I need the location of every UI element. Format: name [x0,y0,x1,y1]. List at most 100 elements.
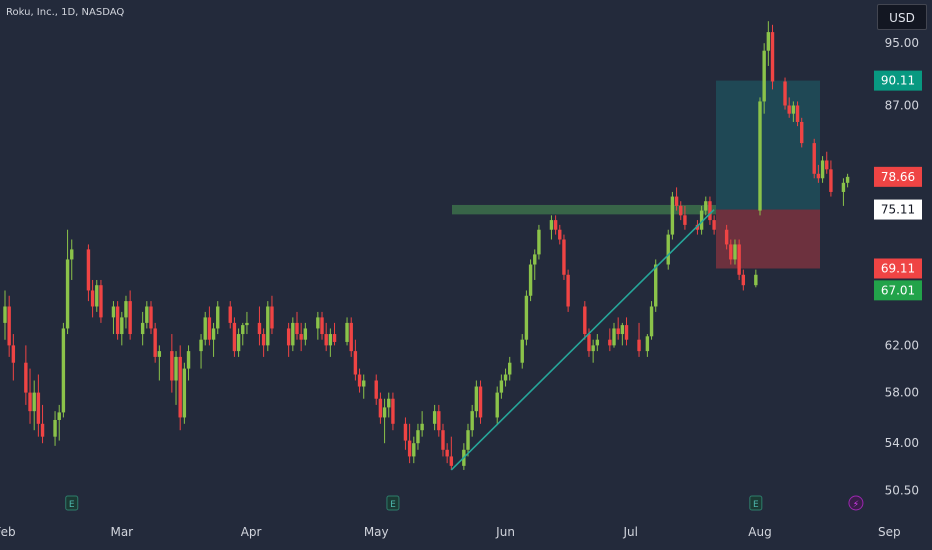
candle-body[interactable] [537,229,541,255]
candle-body[interactable] [553,220,558,230]
candle-body[interactable] [7,306,11,346]
earnings-marker[interactable]: E [65,495,79,511]
candle-body[interactable] [608,339,612,346]
candle-body[interactable] [207,317,212,340]
candle-body[interactable] [345,322,349,342]
candle-body[interactable] [128,301,132,335]
candle-body[interactable] [316,317,320,329]
candle-body[interactable] [362,380,366,387]
candle-body[interactable] [174,356,178,381]
candle-body[interactable] [32,392,36,412]
candle-body[interactable] [182,368,187,418]
candle-body[interactable] [199,339,203,352]
candle-body[interactable] [783,81,787,106]
candle-body[interactable] [203,317,207,340]
candle-body[interactable] [291,322,295,346]
candle-body[interactable] [624,325,629,340]
candle-body[interactable] [353,351,358,375]
candle-body[interactable] [86,249,91,291]
price-label[interactable]: 90.11 [874,70,922,91]
candle-body[interactable] [562,239,566,275]
candle-body[interactable] [286,328,291,346]
candle-body[interactable] [320,317,324,335]
candle-body[interactable] [466,430,470,450]
candle-body[interactable] [403,423,408,441]
candle-body[interactable] [816,173,821,179]
support-zone[interactable] [452,204,716,215]
candle-body[interactable] [812,143,816,174]
candle-body[interactable] [407,440,412,457]
candle-body[interactable] [391,398,395,424]
price-label[interactable]: 67.01 [874,280,922,301]
candle-body[interactable] [299,334,303,340]
candle-body[interactable] [829,169,833,192]
candle-body[interactable] [115,306,120,335]
candle-body[interactable] [445,449,449,457]
candle-body[interactable] [666,234,670,265]
candle-body[interactable] [332,334,337,342]
earnings-marker[interactable]: E [386,495,400,511]
target-zone[interactable] [716,80,820,210]
candle-body[interactable] [612,328,616,346]
candle-body[interactable] [95,285,99,307]
candle-body[interactable] [90,290,95,307]
candle-body[interactable] [474,386,479,412]
candle-body[interactable] [57,412,61,420]
candle-body[interactable] [241,325,245,335]
earnings-marker[interactable]: E [749,495,763,511]
candle-body[interactable] [620,325,625,335]
candle-body[interactable] [40,423,45,437]
stop-zone[interactable] [716,209,820,269]
candle-body[interactable] [766,32,771,51]
candle-body[interactable] [24,362,28,393]
candle-body[interactable] [495,392,499,418]
candle-body[interactable] [236,334,241,352]
candle-body[interactable] [679,205,683,216]
candle-body[interactable] [349,322,353,352]
candle-body[interactable] [216,306,220,329]
candle-body[interactable] [654,264,658,307]
candle-body[interactable] [704,201,708,211]
candle-body[interactable] [295,322,299,335]
candle-body[interactable] [762,50,766,102]
candle-body[interactable] [520,339,524,363]
candle-body[interactable] [124,301,128,318]
candle-body[interactable] [28,392,32,412]
candle-body[interactable] [528,264,533,296]
candle-body[interactable] [111,306,116,318]
candle-body[interactable] [800,121,804,144]
candle-body[interactable] [741,274,746,286]
candle-body[interactable] [733,244,737,260]
price-label[interactable]: 75.11 [874,199,922,220]
candle-body[interactable] [416,430,420,444]
candle-body[interactable] [670,196,675,235]
price-label[interactable]: 78.66 [874,166,922,187]
candle-body[interactable] [374,380,378,399]
candle-body[interactable] [724,229,729,245]
candle-body[interactable] [145,306,149,323]
candle-body[interactable] [649,306,654,337]
candle-body[interactable] [729,244,733,260]
candle-body[interactable] [387,398,391,408]
dividend-marker[interactable]: ⚡ [848,495,864,511]
candle-body[interactable] [61,328,66,413]
candle-body[interactable] [708,201,712,221]
candle-body[interactable] [228,306,232,323]
candle-body[interactable] [257,322,262,335]
candle-body[interactable] [324,334,328,346]
candle-body[interactable] [120,317,124,335]
candle-body[interactable] [712,220,716,230]
candle-body[interactable] [795,105,800,122]
price-label[interactable]: 69.11 [874,258,922,279]
candle-body[interactable] [699,210,704,230]
candle-body[interactable] [770,32,775,82]
candle-body[interactable] [787,105,791,114]
candle-body[interactable] [432,411,437,424]
candle-body[interactable] [754,274,758,286]
candle-body[interactable] [566,274,570,307]
candle-body[interactable] [266,306,270,346]
candle-body[interactable] [845,176,850,183]
candle-body[interactable] [328,334,333,346]
trendline[interactable] [450,209,715,471]
